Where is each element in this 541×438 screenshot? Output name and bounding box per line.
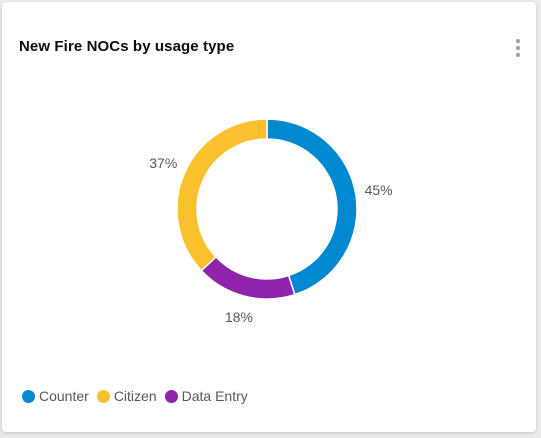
- chart-title: New Fire NOCs by usage type: [19, 38, 235, 55]
- chart-card: New Fire NOCs by usage type: [2, 2, 536, 432]
- legend-label-counter: Counter: [39, 388, 89, 404]
- legend-label-data-entry: Data Entry: [181, 388, 248, 404]
- more-vertical-icon[interactable]: [512, 38, 524, 58]
- slice-label-data-entry: 18%: [225, 309, 253, 325]
- menu-dot: [516, 39, 520, 43]
- slice-counter[interactable]: [266, 118, 358, 296]
- menu-dot: [516, 53, 520, 57]
- chart-legend: Counter Citizen Data Entry: [22, 388, 256, 404]
- legend-item-citizen[interactable]: Citizen: [96, 388, 157, 404]
- legend-swatch-citizen: [96, 389, 110, 403]
- legend-label-citizen: Citizen: [113, 388, 157, 404]
- legend-item-data-entry[interactable]: Data Entry: [164, 388, 248, 404]
- slice-citizen[interactable]: [176, 118, 268, 272]
- legend-item-counter[interactable]: Counter: [22, 388, 89, 404]
- legend-swatch-data-entry: [164, 389, 178, 403]
- menu-dot: [516, 46, 520, 50]
- legend-swatch-counter: [22, 389, 35, 403]
- slice-data-entry[interactable]: [200, 255, 296, 300]
- slice-label-citizen: 37%: [149, 155, 177, 171]
- slice-label-counter: 45%: [365, 182, 393, 198]
